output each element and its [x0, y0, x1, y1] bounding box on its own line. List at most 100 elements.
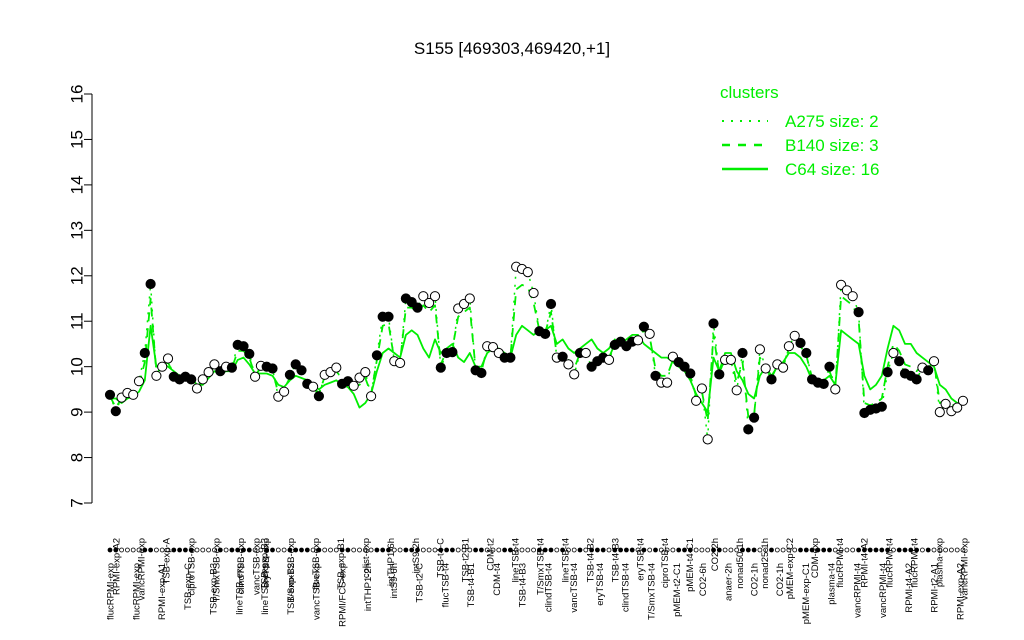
- x-tick-label: RPMI/FCS-exp: [337, 563, 348, 627]
- data-point: [412, 302, 423, 313]
- x-tick-labels-bottom: flucRPMI-exp flucRPMI-exp RPMI-exp-A1 TSB-e…: [106, 563, 967, 627]
- x-tick-label: TSB-exp-A: [161, 537, 172, 584]
- data-point: [569, 369, 580, 380]
- x-tick-label: RPMI-exp-A2: [956, 563, 967, 620]
- data-point: [563, 359, 574, 370]
- data-point: [632, 335, 644, 346]
- rug-marker: [200, 547, 206, 553]
- rug-marker: [896, 547, 902, 553]
- data-points: [104, 261, 969, 445]
- x-tick-label: RPMI-t4-A2: [904, 563, 915, 613]
- rug-marker: [374, 547, 380, 553]
- data-point: [795, 337, 806, 349]
- rug-marker: [705, 547, 711, 553]
- data-point: [743, 424, 754, 435]
- rug-marker: [188, 547, 194, 553]
- x-tick-label: intS9-2h: [411, 538, 422, 573]
- rug-marker: [856, 547, 861, 553]
- rug-marker: [484, 547, 490, 553]
- data-point: [476, 367, 487, 379]
- data-point: [911, 374, 922, 385]
- x-tick-label: clindTSB-t4: [543, 563, 554, 612]
- rug-marker: [229, 547, 235, 553]
- data-point: [603, 354, 615, 365]
- x-tick-label: pMEM-exp-C2: [785, 538, 796, 599]
- rug-marker: [751, 547, 757, 553]
- rug-marker: [914, 547, 919, 553]
- rug-marker: [345, 547, 351, 553]
- x-tick-label: RPMI-exp-A1: [157, 563, 168, 620]
- x-tick-label: vancTSB-exp: [252, 538, 263, 595]
- rug-marker: [670, 547, 676, 553]
- legend-entry-a275: A275 size: 2: [722, 112, 879, 131]
- rug-marker: [699, 547, 705, 553]
- rug-marker: [531, 547, 536, 553]
- rug-marker: [925, 547, 931, 553]
- data-point: [360, 367, 371, 378]
- x-tick-label: RPMI-t2-A1: [930, 563, 941, 613]
- data-point: [644, 328, 655, 339]
- x-tick-label: pMEM-exp-C1: [801, 563, 812, 624]
- y-tick-label: 12: [68, 266, 87, 285]
- x-tick-label: CO2-6h: [698, 563, 709, 596]
- data-point: [104, 389, 116, 400]
- data-point: [203, 367, 214, 378]
- rug-marker: [954, 547, 960, 553]
- data-point: [760, 363, 771, 374]
- rug-marker: [194, 547, 200, 553]
- x-tick-label: TSB-t4-B2: [585, 538, 596, 582]
- data-point: [876, 401, 887, 412]
- rug-marker: [113, 547, 119, 553]
- rug-marker: [676, 547, 682, 553]
- x-tick-label: nonad25-1h: [760, 538, 771, 589]
- x-tick-label: flucRPMI-t4: [910, 538, 921, 588]
- rug-marker: [612, 547, 618, 553]
- x-tick-label: TSB-t4-C: [436, 538, 447, 578]
- x-tick-label: lineTSB-t4: [511, 538, 522, 582]
- data-point: [296, 365, 307, 376]
- data-point: [157, 361, 168, 372]
- rug-marker: [171, 547, 177, 553]
- rug-marker: [635, 547, 641, 553]
- data-point: [708, 318, 719, 329]
- data-point: [284, 369, 295, 380]
- rug-marker: [728, 547, 734, 553]
- rug-marker: [420, 547, 426, 553]
- rug-marker: [745, 547, 751, 553]
- rug-marker: [467, 547, 473, 553]
- rug-marker: [478, 547, 484, 553]
- rug-marker: [299, 547, 304, 553]
- rug-marker: [264, 547, 270, 553]
- data-point: [209, 359, 220, 370]
- data-point: [749, 412, 760, 423]
- rug-marker: [211, 547, 217, 553]
- x-tick-label: vancTSB-exp: [312, 563, 323, 620]
- rug-marker: [769, 547, 774, 553]
- x-tick-label: nonad50-1h: [735, 538, 746, 589]
- data-point: [238, 341, 249, 352]
- x-tick-label: flucRPMI-t4: [885, 538, 896, 588]
- data-point: [145, 278, 156, 290]
- rug-marker: [589, 547, 594, 553]
- rug-marker: [943, 547, 948, 553]
- data-point: [952, 402, 963, 413]
- rug-marker: [850, 547, 856, 553]
- legend-entry-b140: B140 size: 3: [722, 136, 879, 155]
- data-point: [186, 374, 197, 385]
- rug-marker: [223, 547, 229, 553]
- legend: clusters A275 size: 2 B140 size: 3 C64 s…: [720, 83, 880, 179]
- rug-marker: [357, 547, 362, 553]
- data-point: [766, 374, 777, 385]
- data-point: [128, 389, 139, 400]
- data-point: [371, 350, 382, 361]
- x-tick-label: vancRPMI-exp: [136, 538, 147, 600]
- x-tick-label: TSB-exp-B3: [260, 538, 271, 590]
- x-tick-label: flucRPMI-exp: [106, 563, 117, 620]
- data-point: [133, 376, 145, 387]
- x-tick-label: CO2-1h: [749, 563, 760, 596]
- y-tick-label: 14: [68, 175, 87, 194]
- rug-marker: [931, 547, 937, 553]
- data-point: [464, 293, 475, 304]
- data-point: [662, 377, 673, 388]
